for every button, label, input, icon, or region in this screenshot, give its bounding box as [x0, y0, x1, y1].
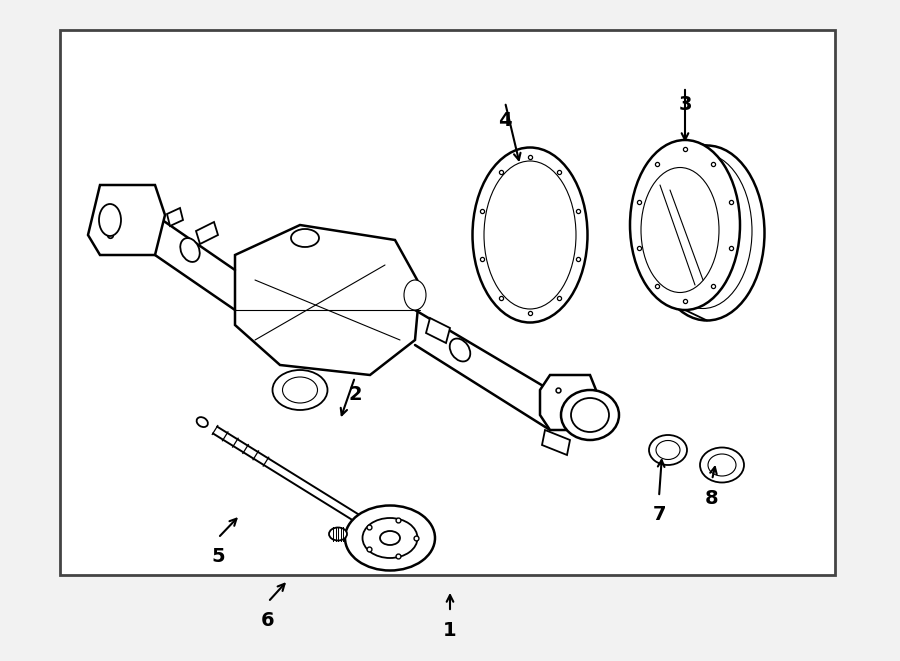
Ellipse shape [484, 161, 576, 309]
Polygon shape [235, 225, 420, 375]
Ellipse shape [630, 140, 740, 310]
Text: 1: 1 [443, 621, 457, 639]
Ellipse shape [656, 440, 680, 459]
Ellipse shape [180, 238, 200, 262]
Ellipse shape [561, 390, 619, 440]
Polygon shape [196, 222, 218, 244]
Ellipse shape [649, 435, 687, 465]
Ellipse shape [196, 417, 208, 427]
Polygon shape [540, 375, 600, 430]
Text: 4: 4 [499, 110, 512, 130]
Polygon shape [426, 318, 450, 343]
Ellipse shape [291, 229, 319, 247]
Text: 3: 3 [679, 95, 692, 114]
Ellipse shape [654, 153, 752, 309]
Ellipse shape [99, 204, 121, 236]
Text: 5: 5 [212, 547, 225, 566]
Text: 6: 6 [261, 611, 274, 629]
Text: 8: 8 [706, 488, 719, 508]
Ellipse shape [700, 447, 744, 483]
Polygon shape [542, 430, 570, 455]
Polygon shape [88, 185, 165, 255]
Ellipse shape [283, 377, 318, 403]
FancyBboxPatch shape [60, 30, 835, 575]
Ellipse shape [363, 518, 418, 558]
Ellipse shape [404, 280, 426, 310]
Text: 7: 7 [652, 506, 666, 524]
Ellipse shape [450, 338, 471, 362]
Ellipse shape [708, 454, 736, 476]
Ellipse shape [329, 527, 347, 541]
Ellipse shape [641, 167, 719, 293]
Ellipse shape [345, 506, 435, 570]
Polygon shape [155, 215, 235, 310]
Polygon shape [167, 208, 183, 226]
Ellipse shape [472, 147, 588, 323]
Polygon shape [415, 310, 550, 430]
Ellipse shape [273, 370, 328, 410]
Ellipse shape [380, 531, 400, 545]
Ellipse shape [650, 145, 764, 321]
Ellipse shape [571, 398, 609, 432]
Text: 2: 2 [348, 385, 362, 405]
